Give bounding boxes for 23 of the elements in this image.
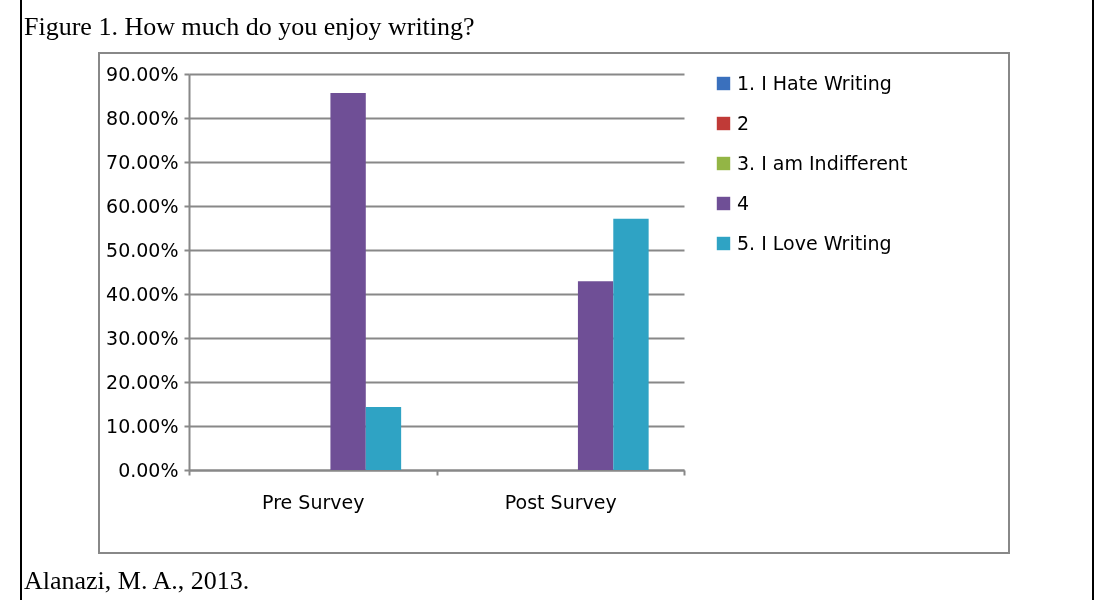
bar — [613, 218, 649, 470]
y-tick-label: 70.00% — [106, 150, 179, 173]
legend-label: 3. I am Indifferent — [737, 151, 908, 174]
text: Alanazi, M. A., 2013. — [24, 566, 250, 596]
y-tick-label: 60.00% — [106, 194, 179, 217]
legend-label: 4 — [737, 191, 750, 214]
legend-label: 1. I Hate Writing — [737, 71, 892, 94]
y-tick-label: 0.00% — [118, 458, 179, 481]
x-tick-label: Pre Survey — [262, 490, 365, 513]
y-tick-label: 90.00% — [106, 62, 179, 85]
y-tick-label: 50.00% — [106, 238, 179, 261]
bar — [365, 407, 402, 470]
y-tick-label: 30.00% — [106, 326, 179, 349]
legend-label: 2 — [737, 111, 750, 134]
x-tick-label: Post Survey — [504, 490, 617, 513]
bar — [577, 281, 614, 470]
chart-title: Figure 1. How much do you enjoy writing? — [24, 12, 475, 42]
legend-label: 5. I Love Writing — [737, 231, 892, 254]
y-tick-label: 20.00% — [106, 370, 179, 393]
y-tick-label: 10.00% — [106, 414, 179, 437]
bar — [330, 92, 366, 470]
y-tick-label: 80.00% — [106, 106, 179, 129]
y-tick-label: 40.00% — [106, 282, 179, 305]
